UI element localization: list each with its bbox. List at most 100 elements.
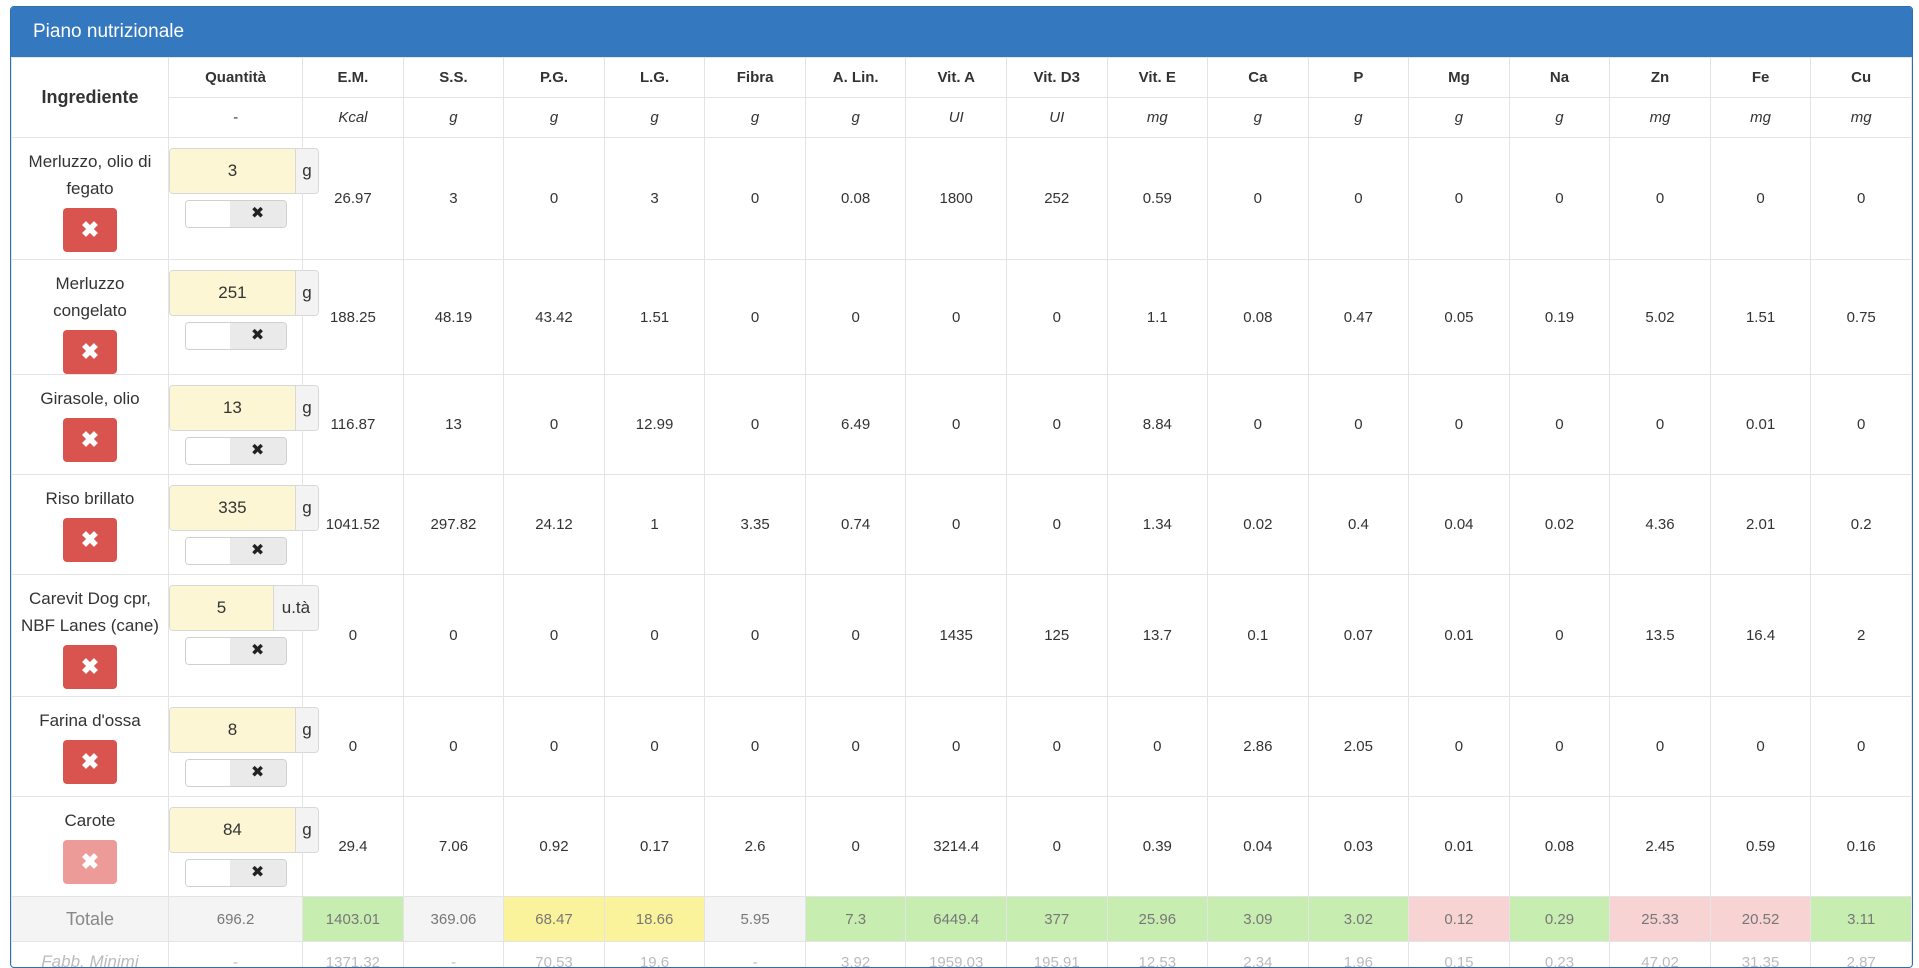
delete-ingredient-button[interactable]: ✖ — [63, 740, 117, 784]
nutrient-value: 0 — [705, 260, 806, 375]
col-header: S.S. — [403, 58, 504, 98]
ingredient-cell: Carote✖ — [12, 797, 169, 897]
delete-ingredient-button[interactable]: ✖ — [63, 208, 117, 252]
unit-cell: g — [1509, 98, 1610, 138]
header-row: Ingrediente Quantità E.M. S.S. P.G. L.G.… — [12, 58, 1912, 98]
nutrient-value: 1435 — [906, 575, 1007, 697]
ingredient-name: Girasole, olio — [12, 385, 168, 412]
nutrient-value: 0 — [1208, 375, 1309, 475]
nutrient-value: 0 — [1811, 138, 1912, 260]
min-requirements-label: Fabb. Minimi — [12, 942, 169, 968]
lock-toggle[interactable]: ✖ — [185, 437, 287, 465]
lock-toggle[interactable]: ✖ — [185, 322, 287, 350]
ingredient-header: Ingrediente — [12, 58, 169, 138]
nutrient-value: 24.12 — [504, 475, 605, 575]
nutrient-value: 1.51 — [604, 260, 705, 375]
unit-cell: mg — [1107, 98, 1208, 138]
col-header: Fe — [1710, 58, 1811, 98]
delete-ingredient-button[interactable]: ✖ — [63, 645, 117, 689]
min-requirement-value: 0.15 — [1409, 942, 1510, 968]
nutrient-value: 0.04 — [1208, 797, 1309, 897]
times-icon: ✖ — [81, 749, 99, 774]
nutrient-value: 2 — [1811, 575, 1912, 697]
nutrient-value: 0.01 — [1409, 575, 1510, 697]
unit-cell: g — [805, 98, 906, 138]
nutrient-value: 7.06 — [403, 797, 504, 897]
nutrient-value: 0 — [1409, 375, 1510, 475]
nutrient-value: 6.49 — [805, 375, 906, 475]
col-header: A. Lin. — [805, 58, 906, 98]
ingredient-cell: Farina d'ossa ✖ — [12, 697, 169, 797]
lock-toggle[interactable]: ✖ — [185, 200, 287, 228]
nutrient-value: 13 — [403, 375, 504, 475]
toggle-off-side — [186, 538, 230, 564]
min-requirement-value: 47.02 — [1610, 942, 1711, 968]
col-header: Zn — [1610, 58, 1711, 98]
quantity-input[interactable]: 5 — [170, 586, 273, 630]
delete-ingredient-button[interactable]: ✖ — [63, 330, 117, 374]
nutrient-value: 1.1 — [1107, 260, 1208, 375]
toggle-off-side — [186, 760, 230, 786]
col-header: P — [1308, 58, 1409, 98]
nutrient-value: 0 — [1509, 575, 1610, 697]
col-header: Ca — [1208, 58, 1309, 98]
nutrient-value: 0.01 — [1409, 797, 1510, 897]
min-requirement-value: - — [168, 942, 302, 968]
lock-toggle[interactable]: ✖ — [185, 637, 287, 665]
times-icon: ✖ — [81, 427, 99, 452]
nutrient-value: 0.08 — [1208, 260, 1309, 375]
lock-toggle[interactable]: ✖ — [185, 859, 287, 887]
quantity-input[interactable]: 8 — [170, 708, 295, 752]
quantity-input[interactable]: 251 — [170, 271, 295, 315]
nutrient-value: 43.42 — [504, 260, 605, 375]
col-header: P.G. — [504, 58, 605, 98]
quantity-input[interactable]: 13 — [170, 386, 295, 430]
min-requirement-value: 31.35 — [1710, 942, 1811, 968]
nutrient-value: 0 — [906, 697, 1007, 797]
nutrient-value: 0 — [1811, 375, 1912, 475]
delete-ingredient-button[interactable]: ✖ — [63, 518, 117, 562]
nutrient-value: 0.08 — [1509, 797, 1610, 897]
col-header: Cu — [1811, 58, 1912, 98]
nutrient-value: 1.34 — [1107, 475, 1208, 575]
total-value: 5.95 — [705, 897, 806, 942]
nutrient-value: 252 — [1006, 138, 1107, 260]
nutrient-value: 0 — [604, 575, 705, 697]
unit-cell: g — [604, 98, 705, 138]
nutrient-value: 0 — [705, 375, 806, 475]
min-requirement-value: 70.53 — [504, 942, 605, 968]
nutrient-value: 0 — [1610, 138, 1711, 260]
nutrient-value: 125 — [1006, 575, 1107, 697]
quantity-input[interactable]: 3 — [170, 149, 295, 193]
unit-cell: - — [168, 98, 302, 138]
nutrition-plan-panel: Piano nutrizionale Ingrediente Quantità … — [10, 6, 1913, 968]
nutrient-value: 4.36 — [1610, 475, 1711, 575]
lock-toggle[interactable]: ✖ — [185, 537, 287, 565]
delete-ingredient-button[interactable]: ✖ — [63, 418, 117, 462]
quantity-unit: g — [295, 386, 318, 430]
nutrient-value: 0 — [403, 575, 504, 697]
ingredient-cell: Carevit Dog cpr, NBF Lanes (cane)✖ — [12, 575, 169, 697]
lock-toggle[interactable]: ✖ — [185, 759, 287, 787]
quantity-input[interactable]: 84 — [170, 808, 295, 852]
nutrient-value: 48.19 — [403, 260, 504, 375]
min-requirement-value: 19.6 — [604, 942, 705, 968]
nutrient-value: 0 — [805, 797, 906, 897]
unit-cell: UI — [906, 98, 1007, 138]
unit-cell: Kcal — [303, 98, 404, 138]
ingredient-name: Farina d'ossa — [12, 707, 168, 734]
delete-ingredient-button[interactable]: ✖ — [63, 840, 117, 884]
pin-off-icon: ✖ — [230, 438, 286, 464]
quantity-input[interactable]: 335 — [170, 486, 295, 530]
total-value: 20.52 — [1710, 897, 1811, 942]
